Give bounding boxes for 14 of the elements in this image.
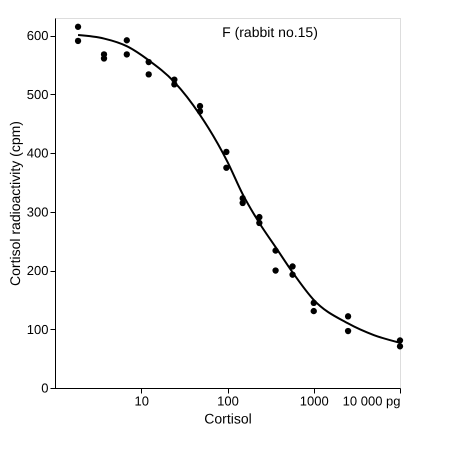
x-tick-label: 10	[134, 394, 149, 408]
x-tick-label: 100	[217, 394, 239, 408]
y-tick-label: 500	[26, 86, 48, 102]
y-tick-label: 200	[26, 263, 48, 278]
y-tick-label: 0	[41, 380, 48, 396]
y-tick-label: 100	[26, 322, 48, 337]
annotation: F (rabbit no.15)	[222, 24, 318, 40]
y-tick-label: 400	[26, 146, 48, 161]
x-tick-label: 1000	[300, 394, 329, 408]
y-tick-label: 600	[26, 28, 48, 44]
y-tick-label: 300	[26, 204, 48, 220]
x-tick-label: 10 000 pg	[342, 394, 400, 408]
y-axis-title: Cortisol radioactivity (cpm)	[6, 121, 23, 286]
x-axis-title: Cortisol	[204, 410, 252, 426]
